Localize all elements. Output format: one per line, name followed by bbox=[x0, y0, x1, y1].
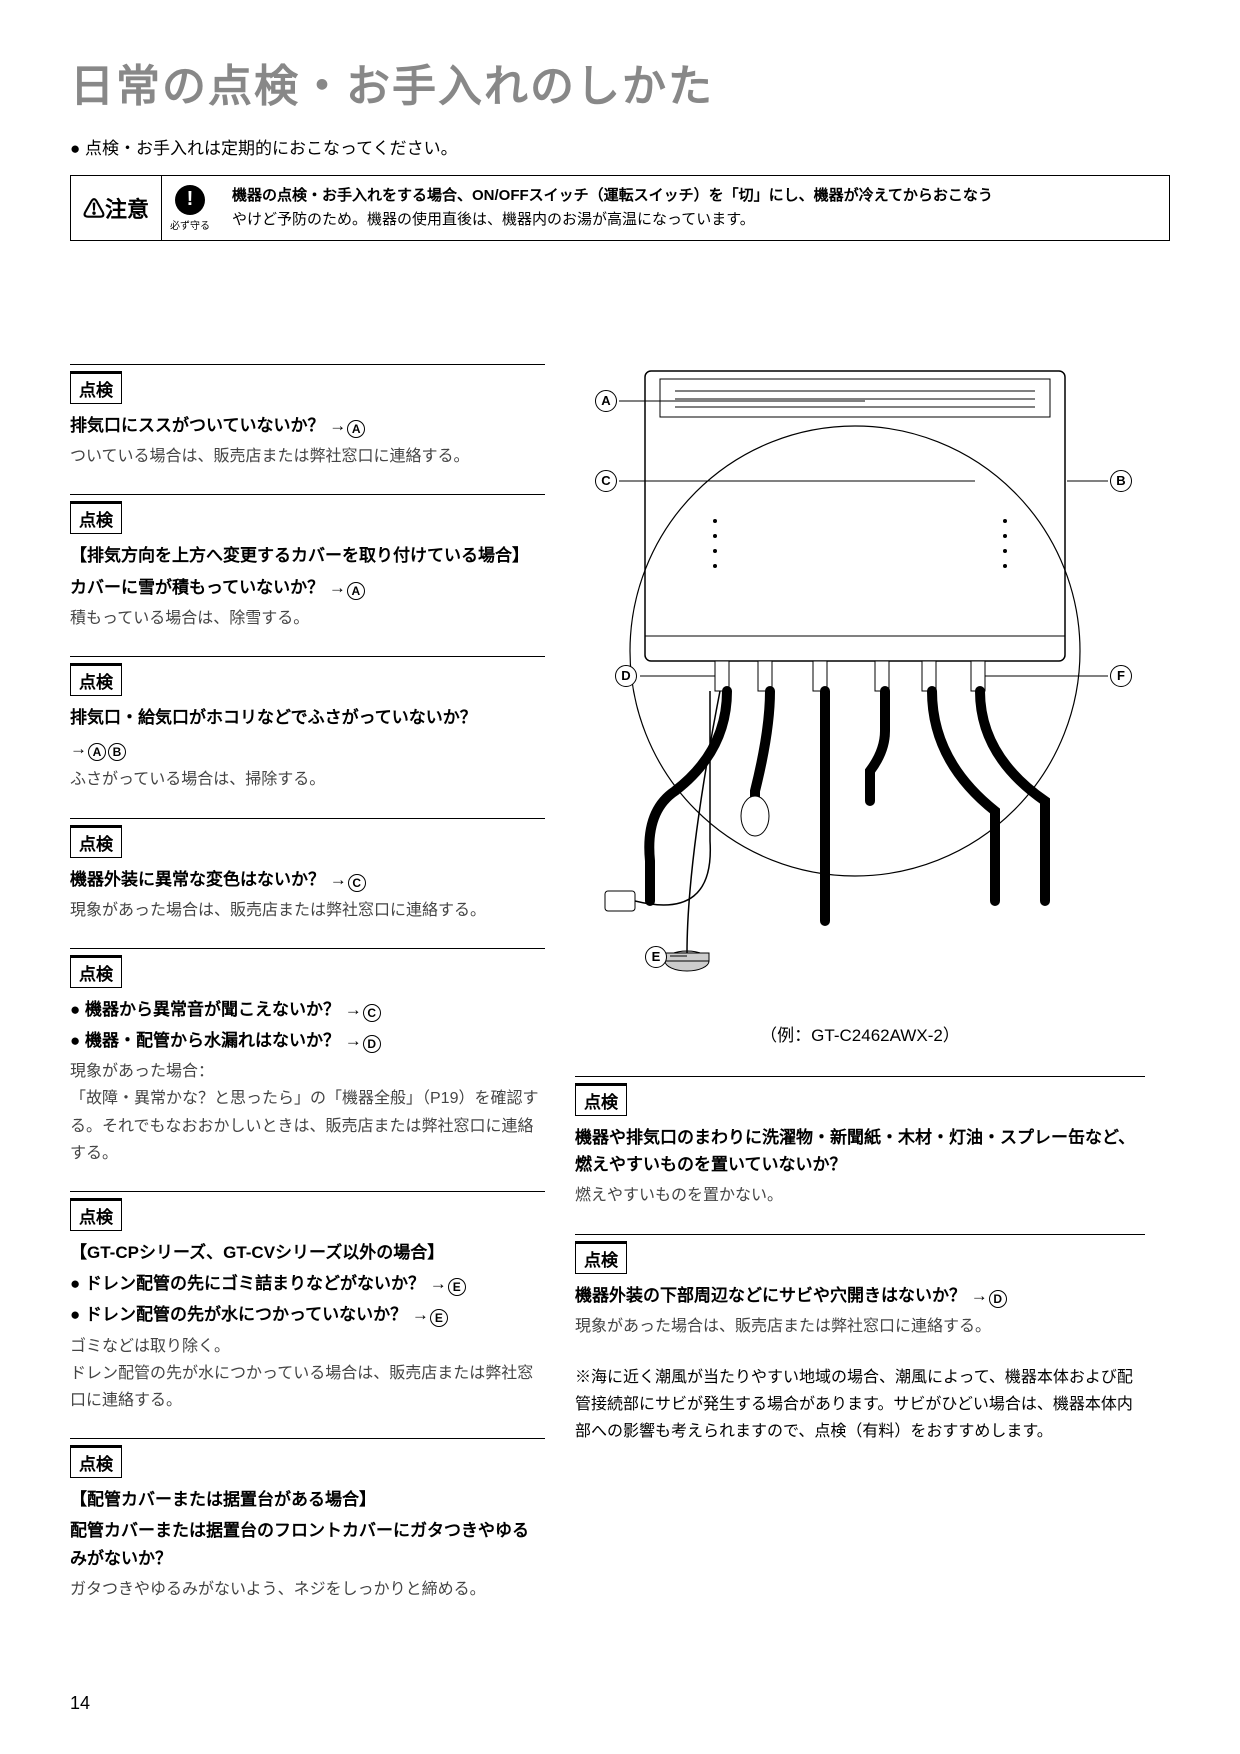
tenken-block: 点検【排気方向を上方へ変更するカバーを取り付けている場合】カバーに雪が積もってい… bbox=[70, 494, 545, 632]
tenken-pre: 【排気方向を上方へ変更するカバーを取り付けている場合】 bbox=[70, 542, 545, 569]
tenken-block: 点検機器外装に異常な変色はないか？ →C 現象があった場合は、販売店または弊社窓口… bbox=[70, 818, 545, 924]
caution-icon-cell: ! 必ず守る bbox=[162, 176, 218, 240]
ref-b: B bbox=[108, 743, 126, 761]
tenken-pre: 【GT-CPシリーズ、GT-CVシリーズ以外の場合】 bbox=[70, 1239, 545, 1266]
tenken-title: 排気口にススがついていないか？ →A bbox=[70, 412, 545, 439]
page-number: 14 bbox=[70, 1693, 90, 1714]
tenken-body: ゴミなどは取り除く。ドレン配管の先が水につかっている場合は、販売店または弊社窓口… bbox=[70, 1333, 545, 1415]
ref-b: B bbox=[1110, 470, 1132, 492]
tenken-title: 排気口・給気口がホコリなどでふさがっていないか？ bbox=[70, 704, 545, 731]
caution-icon-label: 必ず守る bbox=[170, 217, 210, 232]
tenken-tag: 点検 bbox=[70, 1198, 122, 1231]
tenken-body: ついている場合は、販売店または弊社窓口に連絡する。 bbox=[70, 443, 545, 470]
tenken-block: 点検 ● 機器から異常音が聞こえないか？ →C ● 機器・配管から水漏れはないか？ … bbox=[70, 948, 545, 1167]
ref-a: A bbox=[347, 582, 365, 600]
tenken-body: 現象があった場合：「故障・異常かな？と思ったら」の「機器全般」（P19）を確認す… bbox=[70, 1058, 545, 1167]
tenken-bullet: ● 機器・配管から水漏れはないか？ →D bbox=[70, 1027, 545, 1054]
caution-text: 機器の点検・お手入れをする場合、ON/OFFスイッチ（運転スイッチ）を「切」にし… bbox=[218, 176, 1169, 240]
tenken-block: 点検排気口にススがついていないか？ →A ついている場合は、販売店または弊社窓口に… bbox=[70, 364, 545, 470]
tenken-tag: 点検 bbox=[70, 501, 122, 534]
ref-c: C bbox=[363, 1004, 381, 1022]
right-column: A C B D F E （例：GT-C2462AWX-2） 点検機器や排気口のま… bbox=[575, 361, 1145, 1627]
diagram: A C B D F E bbox=[575, 361, 1145, 1011]
tenken-title: 機器外装の下部周辺などにサビや穴開きはないか？ →D bbox=[575, 1282, 1145, 1309]
tenken-tag: 点検 bbox=[70, 825, 122, 858]
tenken-bullet: ● ドレン配管の先が水につかっていないか？ →E bbox=[70, 1301, 545, 1328]
tenken-body: 現象があった場合は、販売店または弊社窓口に連絡する。 bbox=[70, 897, 545, 924]
left-column: 点検排気口にススがついていないか？ →Aついている場合は、販売店または弊社窓口に… bbox=[70, 361, 545, 1627]
tenken-pre: 【配管カバーまたは据置台がある場合】 bbox=[70, 1486, 545, 1513]
ref-e: E bbox=[645, 946, 667, 968]
tenken-body: 積もっている場合は、除雪する。 bbox=[70, 605, 545, 632]
tenken-tag: 点検 bbox=[70, 1445, 122, 1478]
tenken-block: 点検【GT-CPシリーズ、GT-CVシリーズ以外の場合】 ● ドレン配管の先にゴミ… bbox=[70, 1191, 545, 1414]
tenken-title: 機器や排気口のまわりに洗濯物・新聞紙・木材・灯油・スプレー缶など、燃えやすいもの… bbox=[575, 1124, 1145, 1178]
caution-icon: ! bbox=[175, 185, 205, 215]
tenken-bullet: ● 機器から異常音が聞こえないか？ →C bbox=[70, 996, 545, 1023]
tenken-tag: 点検 bbox=[575, 1241, 627, 1274]
tenken-block: 点検機器外装の下部周辺などにサビや穴開きはないか？ →D 現象があった場合は、販売… bbox=[575, 1234, 1145, 1340]
ref-f: F bbox=[1110, 665, 1132, 687]
tenken-body: 現象があった場合は、販売店または弊社窓口に連絡する。 bbox=[575, 1313, 1145, 1340]
ref-a: A bbox=[347, 420, 365, 438]
diagram-caption: （例：GT-C2462AWX-2） bbox=[575, 1021, 1145, 1046]
ref-c: C bbox=[348, 874, 366, 892]
tenken-title2: →AB bbox=[70, 735, 545, 762]
ref-c: C bbox=[595, 470, 617, 492]
ref-e: E bbox=[430, 1309, 448, 1327]
tenken-tag: 点検 bbox=[70, 663, 122, 696]
tenken-title: 配管カバーまたは据置台のフロントカバーにガタつきやゆるみがないか？ bbox=[70, 1517, 545, 1571]
intro-text: ● 点検・お手入れは定期的におこなってください。 bbox=[70, 134, 1170, 159]
tenken-tag: 点検 bbox=[70, 955, 122, 988]
tenken-title: カバーに雪が積もっていないか？ →A bbox=[70, 574, 545, 601]
tenken-tag: 点検 bbox=[70, 371, 122, 404]
tenken-tag: 点検 bbox=[575, 1083, 627, 1116]
ref-d: D bbox=[989, 1290, 1007, 1308]
tenken-block: 点検排気口・給気口がホコリなどでふさがっていないか？ →AB ふさがっている場合は、… bbox=[70, 656, 545, 794]
tenken-bullet: ● ドレン配管の先にゴミ詰まりなどがないか？ →E bbox=[70, 1270, 545, 1297]
ref-d: D bbox=[363, 1035, 381, 1053]
tenken-title: 機器外装に異常な変色はないか？ →C bbox=[70, 866, 545, 893]
ref-e: E bbox=[448, 1278, 466, 1296]
tenken-body: 燃えやすいものを置かない。 bbox=[575, 1182, 1145, 1209]
ref-a: A bbox=[88, 743, 106, 761]
ref-a: A bbox=[595, 390, 617, 412]
ref-d: D bbox=[615, 665, 637, 687]
tenken-block: 点検機器や排気口のまわりに洗濯物・新聞紙・木材・灯油・スプレー缶など、燃えやすい… bbox=[575, 1076, 1145, 1210]
tenken-body: ガタつきやゆるみがないよう、ネジをしっかりと締める。 bbox=[70, 1576, 545, 1603]
tenken-body: ふさがっている場合は、掃除する。 bbox=[70, 766, 545, 793]
tenken-block: 点検【配管カバーまたは据置台がある場合】配管カバーまたは据置台のフロントカバーに… bbox=[70, 1438, 545, 1603]
caution-box: ⚠注意 ! 必ず守る 機器の点検・お手入れをする場合、ON/OFFスイッチ（運転… bbox=[70, 175, 1170, 241]
caution-label: ⚠注意 bbox=[71, 176, 162, 240]
footnote: ※海に近く潮風が当たりやすい地域の場合、潮風によって、機器本体および配管接続部に… bbox=[575, 1364, 1145, 1446]
page-title: 日常の点検・お手入れのしかた bbox=[70, 50, 1170, 114]
